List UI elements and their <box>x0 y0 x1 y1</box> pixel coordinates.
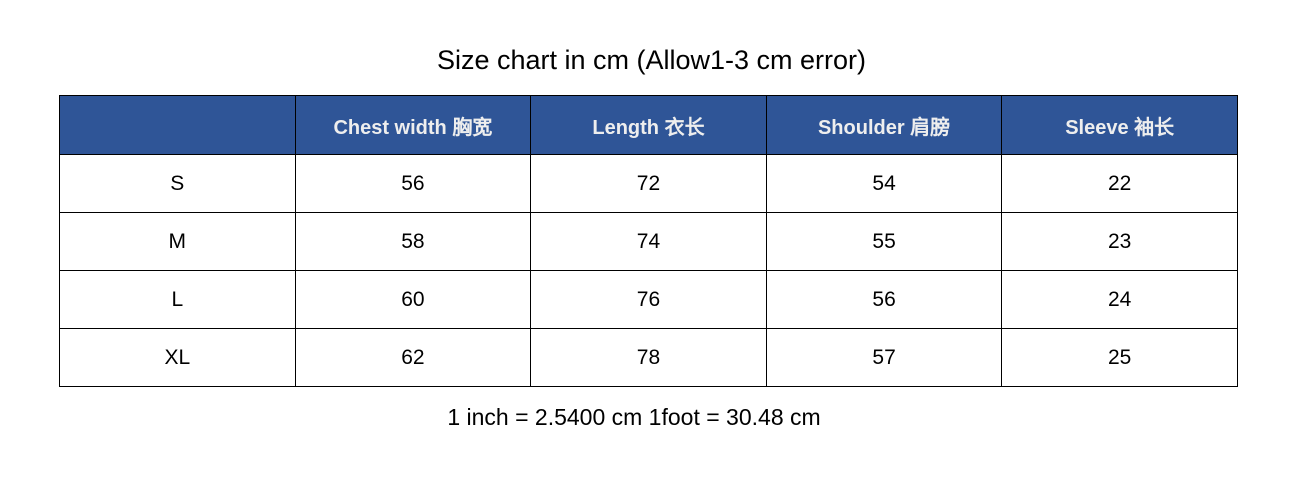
header-length: Length 衣长 <box>530 95 767 155</box>
cell-chest-width: 62 <box>294 328 532 387</box>
cell-sleeve: 24 <box>1001 270 1238 329</box>
conversion-note: 1 inch = 2.5400 cm 1foot = 30.48 cm <box>447 404 821 430</box>
cell-size: M <box>59 212 296 271</box>
cell-shoulder: 55 <box>765 212 1003 271</box>
header-chest-width: Chest width 胸宽 <box>294 95 532 155</box>
table-row: M 58 74 55 23 <box>59 212 1238 271</box>
header-size <box>59 95 296 155</box>
table-row: XL 62 78 57 25 <box>59 328 1238 387</box>
cell-length: 74 <box>530 212 767 271</box>
cell-length: 78 <box>530 328 767 387</box>
cell-size: XL <box>59 328 296 387</box>
cell-sleeve: 23 <box>1001 212 1238 271</box>
table-row: L 60 76 56 24 <box>59 270 1238 329</box>
header-sleeve: Sleeve 袖长 <box>1001 95 1238 155</box>
chart-title: Size chart in cm (Allow1-3 cm error) <box>436 45 867 75</box>
cell-chest-width: 60 <box>294 270 532 329</box>
cell-shoulder: 57 <box>765 328 1003 387</box>
cell-size: L <box>59 270 296 329</box>
cell-size: S <box>59 154 296 213</box>
cell-length: 76 <box>530 270 767 329</box>
cell-sleeve: 22 <box>1001 154 1238 213</box>
cell-shoulder: 56 <box>765 270 1003 329</box>
cell-chest-width: 56 <box>294 154 532 213</box>
table-row: S 56 72 54 22 <box>59 154 1238 213</box>
cell-sleeve: 25 <box>1001 328 1238 387</box>
header-row: Chest width 胸宽 Length 衣长 Shoulder 肩膀 Sle… <box>59 95 1238 155</box>
cell-shoulder: 54 <box>765 154 1003 213</box>
cell-length: 72 <box>530 154 767 213</box>
size-table: Chest width 胸宽 Length 衣长 Shoulder 肩膀 Sle… <box>59 95 1238 387</box>
cell-chest-width: 58 <box>294 212 532 271</box>
header-shoulder: Shoulder 肩膀 <box>765 95 1003 155</box>
